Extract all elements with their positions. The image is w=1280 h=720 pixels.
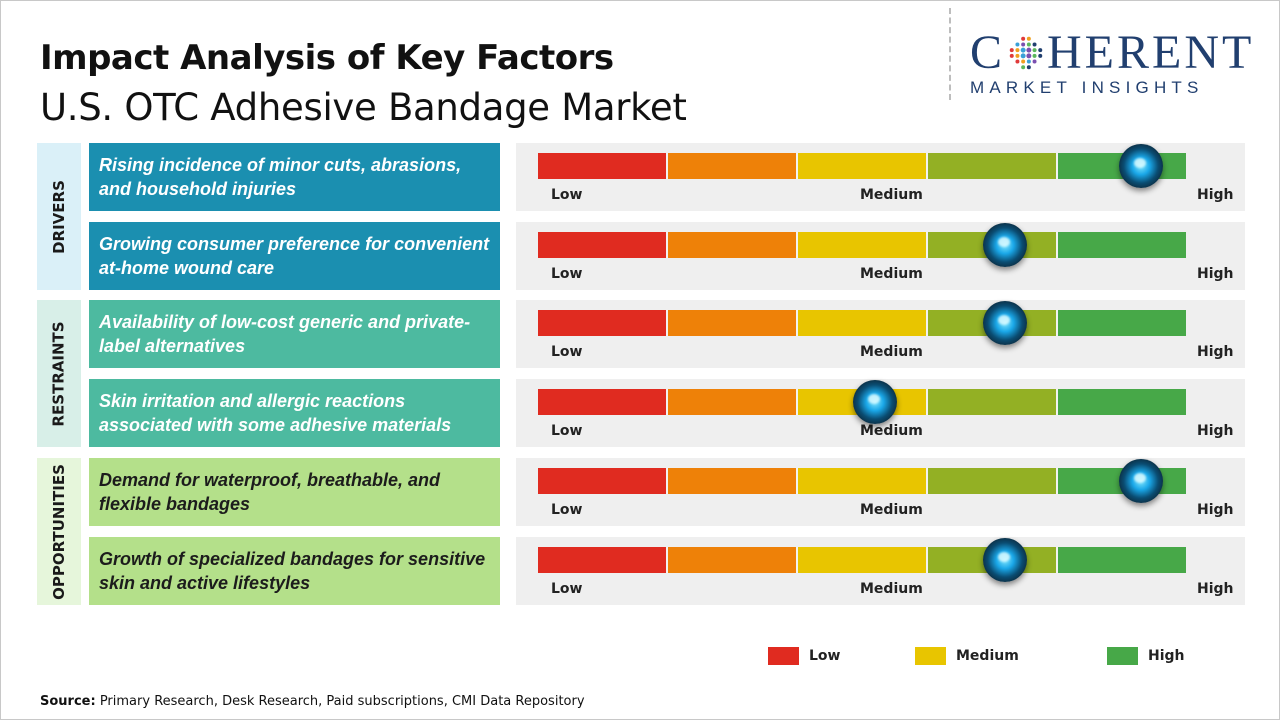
scale-label-high: High [1197,187,1234,203]
category-restraints: RESTRAINTS [37,300,81,447]
impact-bar-segment [798,153,928,179]
source-text: Primary Research, Desk Research, Paid su… [95,694,585,709]
impact-bar-segment [1058,310,1186,336]
logo-letters-herent: HERENT [1047,26,1255,79]
impact-bar-segment [538,232,668,258]
legend-item-medium: Medium [915,647,1019,665]
impact-bar-segment [798,232,928,258]
legend-swatch-low [768,647,799,665]
impact-bar-segment [538,468,668,494]
scale-label-low: Low [551,581,583,597]
impact-bar-segment [668,468,798,494]
factor-text: Growing consumer preference for convenie… [99,234,490,278]
impact-bar-segment [668,232,798,258]
source-label: Source: [40,694,96,709]
scale-label-medium: Medium [860,423,923,439]
chart-subtitle: U.S. OTC Adhesive Bandage Market [40,86,687,129]
impact-bar-segment [1058,389,1186,415]
legend-item-low: Low [768,647,840,665]
legend-label-medium: Medium [956,648,1019,664]
factor-text: Growth of specialized bandages for sensi… [99,549,486,593]
impact-bar-segment [928,468,1058,494]
impact-bar-segment [668,153,798,179]
legend-item-high: High [1107,647,1185,665]
impact-bar-segment [668,389,798,415]
logo-tagline: MARKET INSIGHTS [970,78,1204,97]
scale-label-low: Low [551,266,583,282]
factor-box: Skin irritation and allergic reactions a… [89,379,500,447]
legend-swatch-high [1107,647,1138,665]
brand-logo: C HERENT MARKET INSIGHTS [970,26,1260,98]
scale-label-medium: Medium [860,266,923,282]
impact-marker [982,223,1027,267]
impact-bar-segment [538,547,668,573]
impact-bar [538,153,1186,179]
logo-globe-icon [1009,36,1043,70]
scale-label-low: Low [551,187,583,203]
legend-label-low: Low [809,648,841,664]
impact-bar-segment [538,310,668,336]
factor-box: Demand for waterproof, breathable, and f… [89,458,500,526]
impact-gauge: Low Medium High [516,143,1245,211]
factor-text: Demand for waterproof, breathable, and f… [99,470,441,514]
impact-marker [1118,144,1163,188]
header-divider [949,8,951,100]
factor-box: Availability of low-cost generic and pri… [89,300,500,368]
impact-bar [538,468,1186,494]
impact-gauge: Low Medium High [516,222,1245,290]
scale-label-high: High [1197,344,1234,360]
category-restraints-label: RESTRAINTS [50,320,69,427]
impact-bar-segment [668,547,798,573]
impact-bar [538,232,1186,258]
impact-gauge: Low Medium High [516,379,1245,447]
legend-swatch-medium [915,647,946,665]
impact-bar [538,547,1186,573]
impact-gauge: Low Medium High [516,537,1245,605]
impact-bar-segment [538,153,668,179]
scale-label-medium: Medium [860,581,923,597]
scale-label-low: Low [551,502,583,518]
impact-gauge: Low Medium High [516,458,1245,526]
category-drivers-label: DRIVERS [50,179,69,254]
source-note: Source: Primary Research, Desk Research,… [40,694,585,709]
factor-text: Skin irritation and allergic reactions a… [99,391,452,435]
impact-bar-segment [1058,547,1186,573]
impact-bar [538,310,1186,336]
scale-label-low: Low [551,344,583,360]
impact-bar-segment [538,389,668,415]
factor-text: Availability of low-cost generic and pri… [99,312,471,356]
logo-wordmark: C HERENT [970,26,1260,79]
scale-label-medium: Medium [860,344,923,360]
factor-box: Growing consumer preference for convenie… [89,222,500,290]
impact-gauge: Low Medium High [516,300,1245,368]
factor-box: Rising incidence of minor cuts, abrasion… [89,143,500,211]
category-drivers: DRIVERS [37,143,81,290]
scale-label-high: High [1197,581,1234,597]
impact-marker [1118,459,1163,503]
scale-label-low: Low [551,423,583,439]
impact-bar [538,389,1186,415]
scale-label-high: High [1197,266,1234,282]
scale-label-medium: Medium [860,187,923,203]
impact-marker [982,538,1027,582]
impact-marker [982,301,1027,345]
factor-box: Growth of specialized bandages for sensi… [89,537,500,605]
factor-text: Rising incidence of minor cuts, abrasion… [99,155,462,199]
impact-bar-segment [928,153,1058,179]
chart-title: Impact Analysis of Key Factors [40,38,614,78]
legend-label-high: High [1148,648,1185,664]
category-opportunities-label: OPPORTUNITIES [50,463,68,600]
impact-bar-segment [1058,232,1186,258]
impact-bar-segment [928,389,1058,415]
category-opportunities: OPPORTUNITIES [37,458,81,605]
logo-letter-c: C [970,26,1006,79]
scale-label-high: High [1197,502,1234,518]
impact-bar-segment [668,310,798,336]
impact-bar-segment [798,547,928,573]
impact-bar-segment [798,468,928,494]
scale-label-medium: Medium [860,502,923,518]
impact-bar-segment [798,310,928,336]
impact-marker [852,380,897,424]
scale-label-high: High [1197,423,1234,439]
